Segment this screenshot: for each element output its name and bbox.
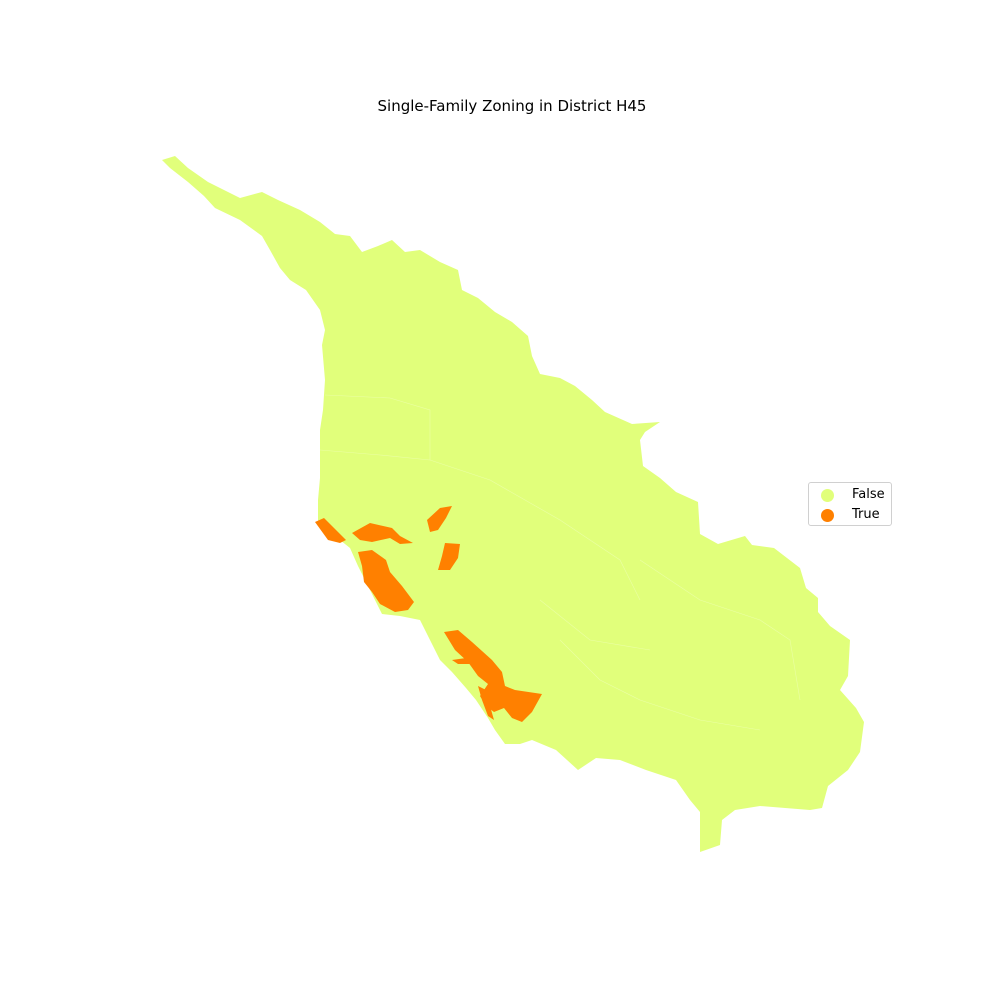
zoning-true-parcels bbox=[315, 506, 542, 722]
legend-item-false: False bbox=[821, 486, 885, 504]
legend-label-true: True bbox=[852, 507, 880, 522]
legend-swatch-true bbox=[821, 508, 834, 522]
parcel-true-1 bbox=[315, 518, 346, 543]
parcel-true-3 bbox=[427, 506, 452, 532]
parcel-true-6 bbox=[444, 630, 542, 722]
legend-swatch-false bbox=[821, 488, 834, 502]
parcel-true-8 bbox=[478, 686, 494, 720]
parcel-true-5 bbox=[358, 550, 414, 612]
legend-label-false: False bbox=[852, 487, 885, 502]
map-title: Single-Family Zoning in District H45 bbox=[377, 97, 647, 115]
parcel-true-2 bbox=[352, 523, 413, 544]
legend-item-true: True bbox=[821, 506, 880, 524]
district-region-false bbox=[162, 156, 864, 852]
precinct-boundaries bbox=[319, 394, 801, 731]
parcel-true-4 bbox=[438, 543, 460, 570]
parcel-true-7 bbox=[452, 658, 470, 664]
legend: False True bbox=[808, 482, 892, 526]
